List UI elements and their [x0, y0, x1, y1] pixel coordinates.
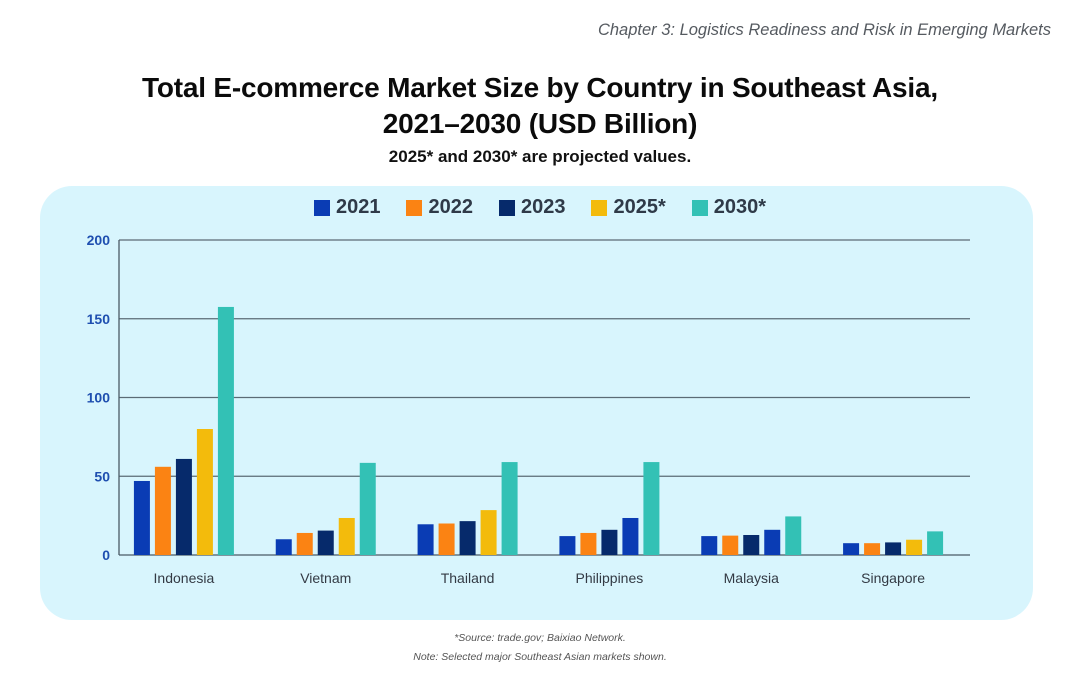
bar-indonesia-2022 — [154, 466, 171, 555]
bar-vietnam-2030-projected — [359, 462, 376, 555]
x-tick-label: Indonesia — [154, 570, 215, 586]
y-tick-label: 50 — [94, 468, 110, 484]
legend-swatch — [591, 199, 608, 216]
bar-singapore-2022 — [864, 543, 881, 555]
chapter-heading: Chapter 3: Logistics Readiness and Risk … — [597, 21, 1051, 39]
bar-indonesia-2025-projected — [196, 429, 213, 555]
legend-swatch — [406, 199, 423, 216]
bar-thailand-2030-projected — [501, 462, 518, 555]
legend-label: 2030* — [713, 196, 767, 218]
x-tick-label: Singapore — [861, 570, 925, 586]
legend-item-2025-projected: 2025* — [591, 196, 666, 219]
bar-thailand-2022 — [438, 523, 455, 555]
chart-title-line1: Total E-commerce Market Size by Country … — [142, 72, 938, 103]
bar-malaysia-2025-projected — [764, 529, 781, 555]
y-tick-label: 100 — [87, 390, 111, 406]
bar-singapore-2025-projected — [906, 539, 923, 555]
legend-swatch — [313, 199, 330, 216]
bar-vietnam-2021 — [275, 539, 292, 555]
bar-vietnam-2023 — [317, 530, 334, 555]
bar-philippines-2022 — [580, 532, 597, 555]
bar-philippines-2023 — [601, 529, 618, 555]
bar-singapore-2030-projected — [927, 531, 944, 555]
legend-label: 2023 — [520, 196, 566, 218]
legend-swatch — [691, 199, 708, 216]
bar-singapore-2021 — [843, 543, 860, 555]
y-tick-label: 0 — [102, 547, 110, 563]
note-footnote: Note: Selected major Southeast Asian mar… — [413, 651, 667, 663]
chart-title-line2: 2021–2030 (USD Billion) — [382, 108, 698, 139]
bar-philippines-2021 — [559, 536, 576, 555]
bar-indonesia-2030-projected — [217, 306, 234, 555]
bar-indonesia-2021 — [133, 480, 150, 555]
bar-singapore-2023 — [885, 542, 902, 555]
source-footnote: *Source: trade.gov; Baixiao Network. — [454, 632, 626, 644]
bar-thailand-2021 — [417, 524, 434, 555]
legend-swatch — [498, 199, 515, 216]
legend-item-2022: 2022 — [406, 196, 473, 219]
bar-indonesia-2023 — [175, 458, 192, 555]
bar-malaysia-2030-projected — [785, 516, 802, 555]
bar-thailand-2025-projected — [480, 510, 497, 555]
bar-thailand-2023 — [459, 521, 476, 555]
bar-vietnam-2022 — [296, 532, 313, 555]
legend-item-2021: 2021 — [313, 196, 381, 219]
x-tick-label: Philippines — [576, 570, 644, 586]
chart-title: Total E-commerce Market Size by Country … — [0, 70, 1080, 142]
legend-label: 2021 — [335, 196, 381, 218]
bar-malaysia-2021 — [701, 536, 718, 555]
y-tick-label: 150 — [87, 311, 111, 327]
x-tick-label: Thailand — [441, 570, 495, 586]
y-tick-label: 200 — [87, 232, 111, 248]
chart-legend: 2021 2022 2023 2025* 2030* — [0, 196, 1080, 219]
bar-malaysia-2023 — [743, 534, 760, 555]
bar-malaysia-2022 — [722, 535, 739, 555]
legend-item-2023: 2023 — [498, 196, 566, 219]
x-tick-label: Vietnam — [300, 570, 351, 586]
bar-philippines-2025-projected — [622, 517, 639, 555]
legend-item-2030-projected: 2030* — [691, 196, 767, 219]
chart-subtitle: 2025* and 2030* are projected values. — [388, 147, 692, 166]
bar-philippines-2030-projected — [643, 462, 660, 555]
x-tick-label: Malaysia — [724, 570, 779, 586]
bar-vietnam-2025-projected — [338, 517, 355, 555]
legend-label: 2025* — [613, 196, 666, 218]
legend-label: 2022 — [428, 196, 473, 218]
